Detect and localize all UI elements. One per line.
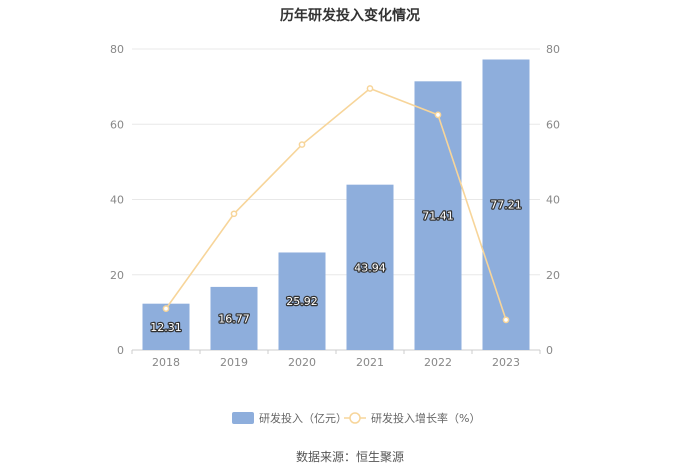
x-tick-label: 2022 — [424, 356, 452, 369]
legend-bar-swatch — [232, 412, 254, 424]
bar-2021[interactable] — [346, 184, 394, 350]
x-tick-label: 2019 — [220, 356, 248, 369]
bar-2019[interactable] — [210, 286, 258, 350]
left-axis: 0 20 40 60 80 — [110, 43, 124, 357]
right-tick-label: 60 — [546, 118, 560, 131]
growth-line — [165, 87, 507, 321]
line-point-2019[interactable] — [230, 210, 238, 218]
bar-series — [142, 59, 530, 350]
grid — [132, 48, 540, 351]
left-tick-label: 60 — [110, 118, 124, 131]
bar-label-2020: 25.92 — [286, 295, 318, 308]
line-point-2022[interactable] — [434, 111, 442, 119]
bar-2020[interactable] — [278, 252, 326, 350]
right-axis: 0 20 40 60 80 — [546, 43, 560, 357]
right-tick-label: 40 — [546, 194, 560, 207]
source-note: 数据来源：恒生聚源 — [296, 449, 404, 464]
x-tick-label: 2023 — [492, 356, 520, 369]
legend-item-line[interactable]: 研发投入增长率（%） — [344, 411, 480, 425]
line-point-2018[interactable] — [162, 305, 170, 312]
left-tick-label: 20 — [110, 269, 124, 282]
bar-label-2018: 12.31 — [150, 321, 182, 334]
right-tick-label: 0 — [546, 344, 553, 357]
bar-2023[interactable] — [482, 59, 530, 350]
bar-label-2023: 77.21 — [490, 199, 522, 212]
line-point-2023[interactable] — [502, 316, 510, 324]
chart-title: 历年研发投入变化情况 — [280, 7, 420, 24]
legend: 研发投入（亿元） 研发投入增长率（%） — [232, 411, 480, 425]
left-tick-label: 80 — [110, 43, 124, 56]
x-tick-label: 2018 — [152, 356, 180, 369]
x-tick-label: 2021 — [356, 356, 384, 369]
right-tick-label: 80 — [546, 43, 560, 56]
legend-bar-label: 研发投入（亿元） — [259, 411, 347, 425]
left-tick-label: 40 — [110, 194, 124, 207]
line-series — [162, 85, 510, 324]
bar-label-2019: 16.77 — [218, 312, 250, 325]
line-point-2021[interactable] — [366, 85, 374, 92]
bar-labels: 12.31 16.77 25.92 43.94 71.41 77.21 — [149, 198, 523, 335]
bar-label-2021: 43.94 — [354, 261, 386, 274]
legend-line-marker — [349, 412, 361, 424]
legend-item-bar[interactable]: 研发投入（亿元） — [232, 411, 347, 425]
line-point-2020[interactable] — [298, 141, 306, 148]
x-axis: 2018 2019 2020 2021 2022 2023 — [131, 350, 541, 369]
bar-2022[interactable] — [414, 81, 462, 350]
right-tick-label: 20 — [546, 269, 560, 282]
bar-label-2022: 71.41 — [422, 210, 454, 223]
left-tick-label: 0 — [117, 344, 124, 357]
legend-line-label: 研发投入增长率（%） — [371, 411, 480, 425]
x-tick-label: 2020 — [288, 356, 316, 369]
